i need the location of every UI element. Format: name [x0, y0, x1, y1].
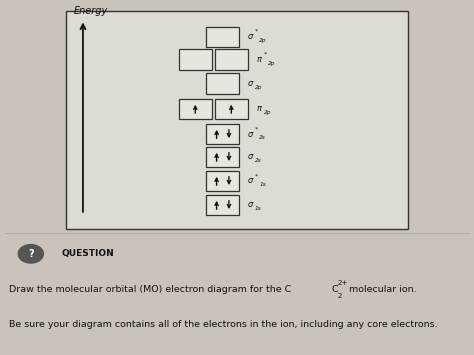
- Text: *: *: [255, 126, 258, 131]
- Text: 2p: 2p: [264, 110, 271, 115]
- Text: 2p: 2p: [259, 38, 267, 43]
- Text: σ: σ: [248, 176, 253, 185]
- Text: 2+: 2+: [337, 280, 347, 286]
- FancyBboxPatch shape: [66, 11, 408, 229]
- Text: ?: ?: [28, 249, 34, 259]
- Text: π: π: [256, 104, 262, 113]
- Text: 2p: 2p: [255, 85, 263, 90]
- Text: σ: σ: [248, 130, 253, 138]
- FancyBboxPatch shape: [215, 49, 248, 70]
- Circle shape: [18, 244, 44, 264]
- Text: 2s: 2s: [259, 135, 266, 140]
- Text: *: *: [255, 173, 258, 178]
- Text: π: π: [256, 55, 262, 64]
- Text: 2p: 2p: [268, 61, 275, 66]
- FancyBboxPatch shape: [206, 147, 239, 167]
- Text: Draw the molecular orbital (MO) electron diagram for the C: Draw the molecular orbital (MO) electron…: [9, 285, 292, 294]
- Text: molecular ion.: molecular ion.: [346, 285, 416, 294]
- Text: σ: σ: [248, 79, 253, 88]
- FancyBboxPatch shape: [206, 73, 239, 94]
- Text: QUESTION: QUESTION: [62, 249, 114, 258]
- Text: σ: σ: [248, 201, 253, 209]
- Text: 2s: 2s: [255, 158, 262, 163]
- Text: σ: σ: [248, 152, 253, 162]
- Text: *: *: [264, 52, 267, 57]
- FancyBboxPatch shape: [206, 124, 239, 144]
- Text: 1s: 1s: [259, 182, 266, 187]
- Text: σ: σ: [248, 32, 253, 41]
- FancyBboxPatch shape: [206, 195, 239, 215]
- FancyBboxPatch shape: [206, 171, 239, 191]
- Text: Energy: Energy: [73, 6, 108, 16]
- FancyBboxPatch shape: [215, 99, 248, 119]
- Text: C: C: [331, 285, 338, 294]
- FancyBboxPatch shape: [179, 99, 212, 119]
- Text: 1s: 1s: [255, 206, 262, 211]
- Text: Be sure your diagram contains all of the electrons in the ion, including any cor: Be sure your diagram contains all of the…: [9, 320, 438, 329]
- Text: 2: 2: [337, 293, 342, 299]
- FancyBboxPatch shape: [179, 49, 212, 70]
- Text: *: *: [255, 29, 258, 34]
- FancyBboxPatch shape: [206, 27, 239, 47]
